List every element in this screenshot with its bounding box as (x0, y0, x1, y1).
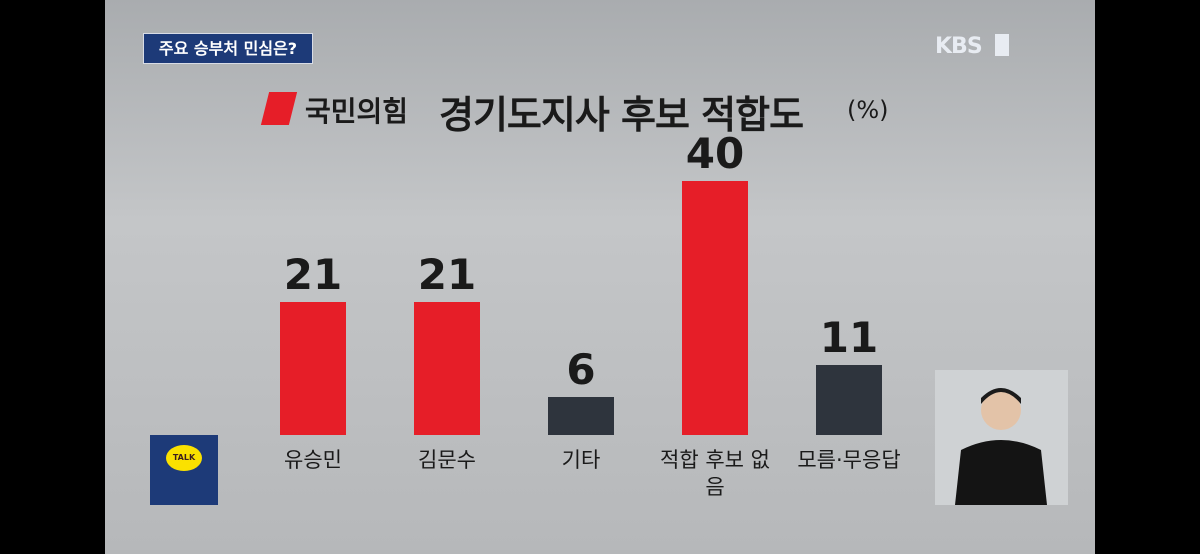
segment-tag: 주요 승부처 민심은? (143, 33, 313, 64)
plot: 21 유승민 21 김문수 6 기타 40 적합 후보 없음 11 모름·무응답 (105, 0, 1095, 554)
category-label: 기타 (561, 448, 601, 472)
value-label: 11 (819, 313, 879, 363)
value-label: 40 (685, 129, 745, 178)
channel-logo: KBS (935, 34, 983, 59)
broadcast-frame: 주요 승부처 민심은? KBS 국민의힘 경기도지사 후보 적합도 (%) 21… (105, 0, 1095, 554)
category-label: 모름·무응답 (797, 448, 901, 472)
channel-logo-mark (995, 34, 1009, 56)
sign-language-interpreter (935, 370, 1068, 505)
value-label: 21 (417, 249, 477, 299)
category-label: 김문수 (418, 448, 476, 472)
kakao-box: TALK (150, 435, 218, 505)
value-label: 21 (283, 249, 343, 299)
chart-title: 경기도지사 후보 적합도 (439, 93, 804, 137)
value-label: 6 (566, 344, 596, 394)
party-name: 국민의힘 (305, 95, 409, 128)
bar (280, 301, 346, 435)
category-label: 적합 후보 없음 (660, 448, 770, 499)
category-label: 유승민 (284, 448, 342, 472)
unit-label: (%) (847, 96, 889, 124)
bar (414, 301, 480, 435)
bar (816, 365, 882, 435)
bar (682, 181, 748, 435)
kakao-icon: TALK (166, 445, 202, 471)
bar (548, 396, 614, 435)
